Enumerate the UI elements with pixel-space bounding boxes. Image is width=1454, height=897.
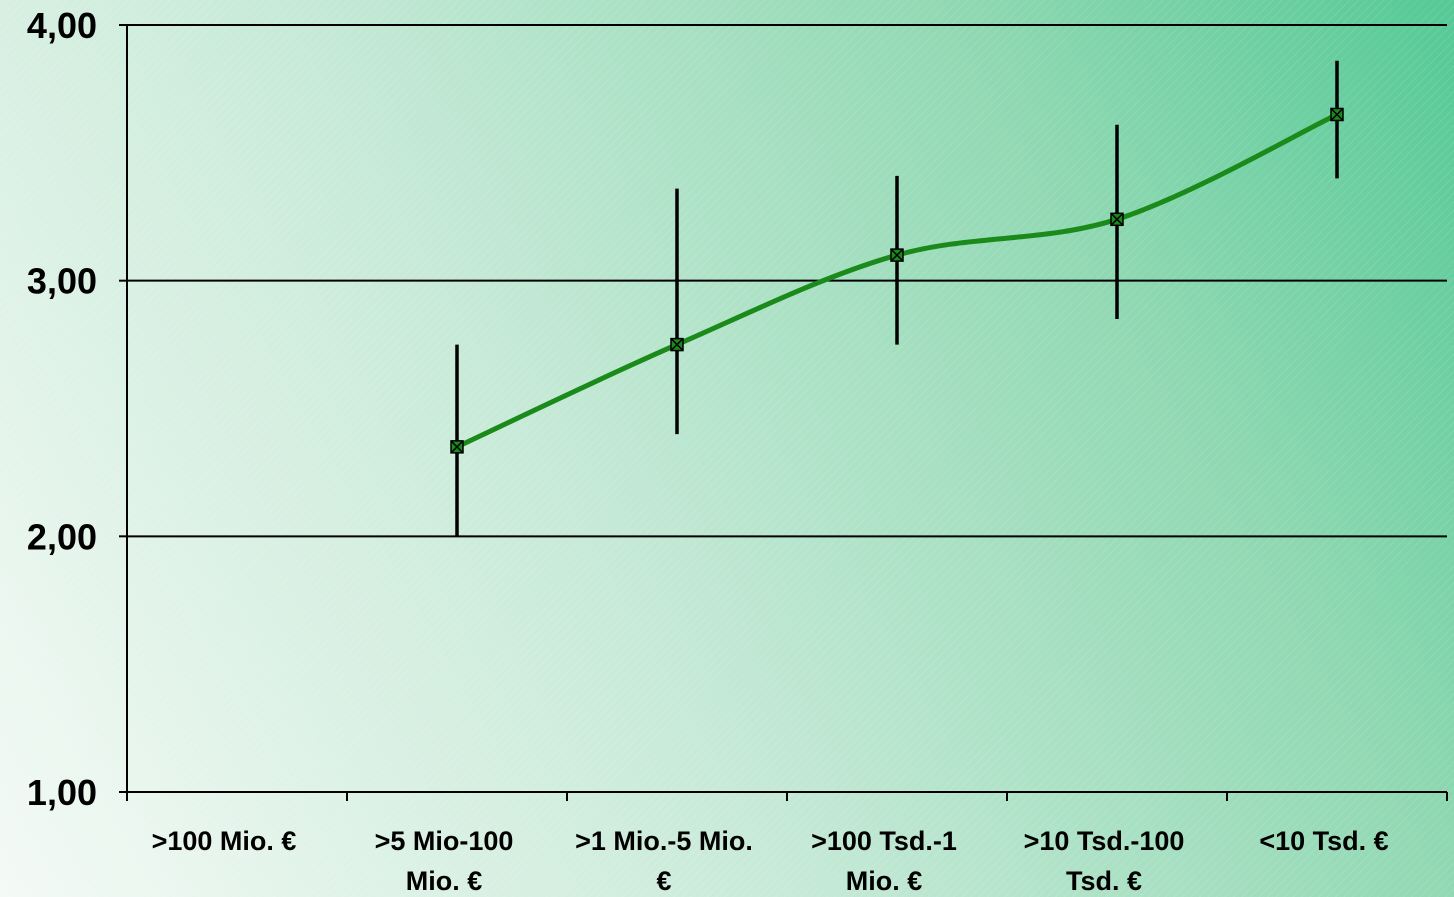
- data-point: [670, 337, 684, 352]
- x-tick-label: >5 Mio-100 Mio. €: [375, 826, 514, 896]
- y-tick-label: 2,00: [27, 516, 97, 557]
- x-tick-label: >100 Tsd.-1 Mio. €: [811, 826, 957, 896]
- data-point: [1330, 107, 1344, 122]
- data-point: [1110, 212, 1124, 227]
- x-tick-labels: >100 Mio. € >5 Mio-100 Mio. € >1 Mio.-5 Mio…: [152, 826, 1389, 896]
- x-tick-label: >1 Mio.-5 Mio. €: [575, 826, 753, 896]
- data-point: [890, 248, 904, 262]
- axes: [119, 24, 1448, 801]
- y-tick-label: 4,00: [27, 5, 97, 46]
- error-bars: [455, 60, 1339, 537]
- x-tick-label: >10 Tsd.-100 Tsd. €: [1024, 826, 1185, 896]
- y-tick-label: 3,00: [27, 261, 97, 302]
- x-tick-label: <10 Tsd. €: [1259, 826, 1388, 856]
- data-markers: [450, 107, 1344, 454]
- y-tick-labels: 1,00 2,00 3,00 4,00: [27, 5, 97, 813]
- x-tick-label: >100 Mio. €: [152, 826, 297, 856]
- gridlines: [127, 24, 1447, 538]
- data-point: [450, 440, 464, 454]
- y-tick-label: 1,00: [27, 772, 97, 813]
